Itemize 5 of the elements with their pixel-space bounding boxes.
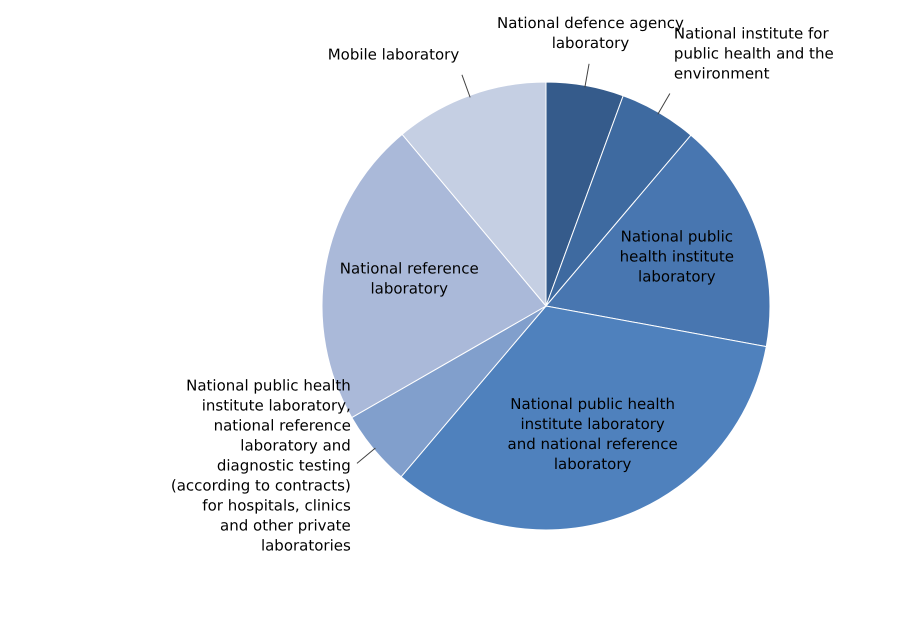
slice-label: Mobile laboratory [328,45,460,64]
category-label: National public health institute laboratory, national reference laboratory and diagnostic testing (according to contracts) for hospitals, clinics and other private laboratories [170,376,351,555]
slice-label: National public health institute laboratory and national reference laboratory [508,394,678,473]
slice-label: National reference laboratory [340,260,479,298]
slice-label: National public health institute laboratory [620,227,734,286]
